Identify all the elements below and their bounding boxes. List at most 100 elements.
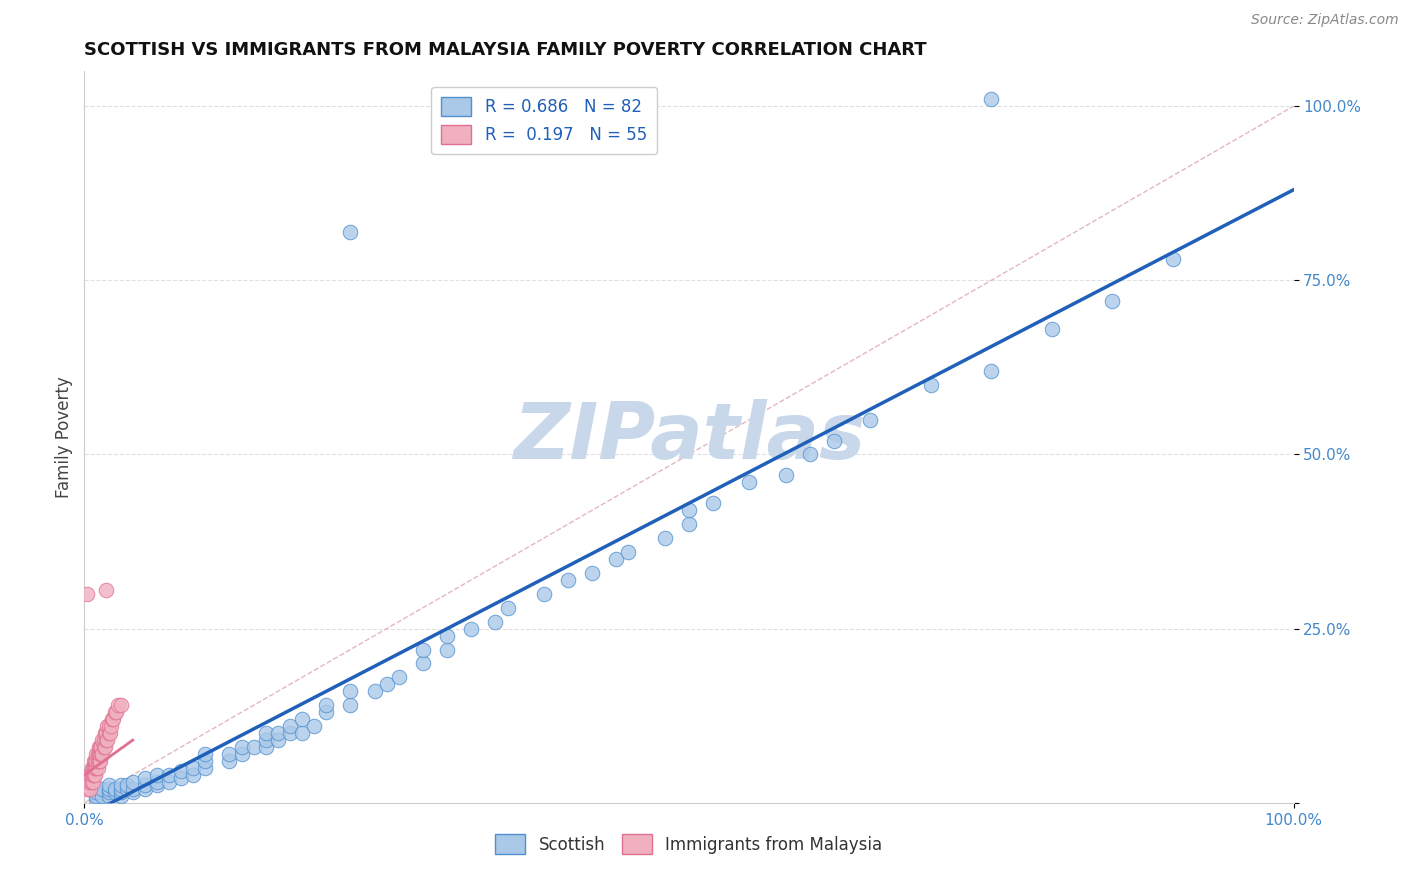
Point <box>83 754 105 768</box>
Point <box>980 364 1002 378</box>
Point <box>605 552 627 566</box>
Point <box>775 468 797 483</box>
Point <box>194 754 217 768</box>
Point <box>254 726 277 740</box>
Point <box>86 789 108 803</box>
Point <box>146 768 169 782</box>
Point <box>302 719 325 733</box>
Point <box>79 781 101 796</box>
Point <box>121 785 143 799</box>
Point <box>76 587 98 601</box>
Point <box>90 747 112 761</box>
Point <box>291 712 314 726</box>
Point <box>110 698 132 713</box>
Point <box>107 698 129 713</box>
Point <box>254 733 277 747</box>
Point <box>110 785 132 799</box>
Point <box>86 747 108 761</box>
Point <box>412 657 434 671</box>
Point <box>97 778 120 792</box>
Point <box>218 754 240 768</box>
Point <box>678 517 700 532</box>
Point <box>242 740 264 755</box>
Point <box>231 747 253 761</box>
Point <box>98 726 121 740</box>
Point <box>94 583 117 598</box>
Point <box>91 781 114 796</box>
Point <box>103 712 125 726</box>
Point <box>80 775 103 789</box>
Point <box>678 503 700 517</box>
Point <box>94 733 117 747</box>
Point <box>412 642 434 657</box>
Point <box>82 761 104 775</box>
Point <box>436 642 458 657</box>
Point <box>121 775 143 789</box>
Point <box>79 768 101 782</box>
Point <box>91 789 114 803</box>
Point <box>859 412 882 426</box>
Point <box>170 764 193 779</box>
Point <box>484 615 506 629</box>
Y-axis label: Family Poverty: Family Poverty <box>55 376 73 498</box>
Point <box>76 781 98 796</box>
Point <box>110 778 132 792</box>
Point <box>194 747 217 761</box>
Text: Source: ZipAtlas.com: Source: ZipAtlas.com <box>1251 13 1399 28</box>
Point <box>94 726 117 740</box>
Point <box>86 754 108 768</box>
Point <box>91 747 114 761</box>
Point <box>436 629 458 643</box>
Point <box>104 705 127 719</box>
Point <box>87 740 110 755</box>
Point <box>79 775 101 789</box>
Text: SCOTTISH VS IMMIGRANTS FROM MALAYSIA FAMILY POVERTY CORRELATION CHART: SCOTTISH VS IMMIGRANTS FROM MALAYSIA FAM… <box>84 41 927 59</box>
Point <box>146 775 169 789</box>
Point <box>194 761 217 775</box>
Point <box>94 740 117 755</box>
Point <box>134 778 156 792</box>
Point <box>315 698 337 713</box>
Point <box>80 761 103 775</box>
Point <box>278 726 301 740</box>
Legend: Scottish, Immigrants from Malaysia: Scottish, Immigrants from Malaysia <box>489 828 889 860</box>
Point <box>170 772 193 786</box>
Point <box>104 705 127 719</box>
Point <box>1101 294 1123 309</box>
Point <box>339 698 361 713</box>
Text: ZIPatlas: ZIPatlas <box>513 399 865 475</box>
Point <box>96 733 118 747</box>
Point <box>97 719 120 733</box>
Point <box>581 566 603 580</box>
Point <box>157 775 180 789</box>
Point <box>218 747 240 761</box>
Point <box>104 781 127 796</box>
Point <box>86 754 108 768</box>
Point <box>93 740 115 755</box>
Point <box>87 754 110 768</box>
Point <box>83 761 105 775</box>
Point <box>91 733 114 747</box>
Point <box>84 768 107 782</box>
Point <box>86 761 108 775</box>
Point <box>617 545 640 559</box>
Point <box>339 684 361 698</box>
Point <box>157 768 180 782</box>
Point <box>231 740 253 755</box>
Point <box>460 622 482 636</box>
Point <box>496 600 519 615</box>
Point <box>93 733 115 747</box>
Point <box>104 785 127 799</box>
Point <box>799 448 821 462</box>
Point <box>97 789 120 803</box>
Point <box>115 778 138 792</box>
Point <box>84 754 107 768</box>
Point <box>557 573 579 587</box>
Point <box>97 781 120 796</box>
Point <box>254 740 277 755</box>
Point <box>86 785 108 799</box>
Point <box>375 677 398 691</box>
Point <box>388 670 411 684</box>
Point <box>339 225 361 239</box>
Point <box>94 726 117 740</box>
